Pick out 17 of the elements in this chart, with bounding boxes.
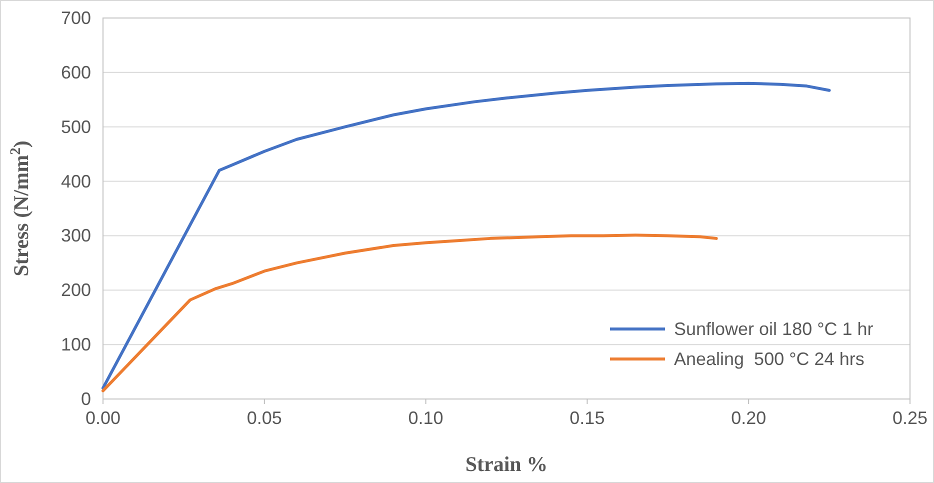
x-tick-label: 0.25: [892, 408, 928, 428]
x-tick-label: 0.15: [570, 408, 605, 428]
legend-label: Anealing 500 °C 24 hrs: [674, 349, 864, 369]
y-tick-label: 700: [60, 8, 91, 28]
legend-label: Sunflower oil 180 °C 1 hr: [674, 319, 874, 339]
y-tick-label: 500: [60, 116, 91, 137]
y-tick-label: 200: [60, 280, 91, 300]
y-tick-label: 300: [60, 226, 91, 246]
y-tick-label: 0: [80, 389, 91, 409]
x-tick-label: 0.00: [85, 408, 121, 428]
x-tick-label: 0.10: [408, 408, 444, 428]
x-tick-label: 0.05: [246, 408, 282, 428]
y-tick-label: 400: [60, 171, 91, 192]
x-axis-title: Strain %: [465, 452, 548, 476]
y-tick-label: 100: [60, 334, 91, 355]
x-tick-label: 0.20: [731, 408, 766, 428]
y-tick-label: 600: [60, 62, 91, 82]
